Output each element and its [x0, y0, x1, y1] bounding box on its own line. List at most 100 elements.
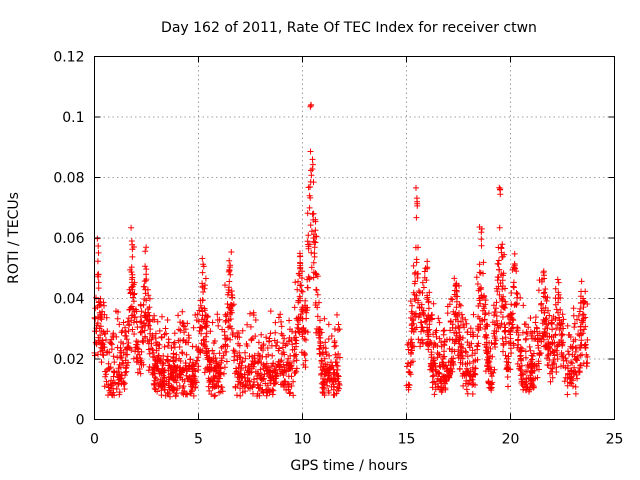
data-point: [320, 363, 327, 370]
data-point: [237, 380, 244, 387]
data-point: [408, 336, 415, 343]
data-point: [469, 364, 476, 371]
data-point: [533, 324, 540, 331]
data-point: [219, 388, 226, 395]
data-point: [200, 263, 207, 270]
data-point: [101, 302, 107, 309]
data-point: [517, 367, 524, 374]
data-point: [299, 304, 306, 311]
data-point: [527, 367, 534, 374]
y-tick-labels: 0 0.02 0.04 0.06 0.08 0.1 0.12: [53, 50, 84, 429]
data-point: [548, 334, 555, 341]
data-point: [490, 369, 497, 376]
data-point: [501, 251, 508, 258]
data-point: [415, 288, 422, 295]
data-point: [228, 249, 235, 255]
data-point: [553, 347, 560, 354]
data-point: [200, 289, 207, 295]
data-point: [254, 373, 261, 379]
data-point: [410, 262, 417, 269]
data-point: [542, 286, 549, 292]
data-point: [524, 330, 531, 337]
data-point: [470, 311, 477, 318]
data-point: [424, 258, 431, 265]
data-point: [142, 335, 149, 341]
data-point: [226, 266, 233, 273]
data-point: [436, 370, 443, 377]
data-point: [151, 312, 158, 319]
data-point: [535, 287, 542, 294]
data-point: [118, 339, 124, 346]
data-point: [580, 304, 587, 311]
data-point: [239, 327, 246, 334]
data-point: [279, 369, 286, 376]
data-point: [95, 249, 102, 256]
data-point: [456, 301, 463, 308]
data-point: [502, 334, 509, 341]
data-point: [167, 393, 173, 400]
data-point: [440, 328, 447, 334]
data-point: [541, 309, 548, 316]
data-point: [115, 381, 122, 388]
data-point: [97, 337, 103, 344]
data-point: [283, 368, 290, 375]
data-point: [111, 359, 118, 366]
data-point: [498, 309, 504, 316]
data-point: [482, 311, 488, 318]
data-point: [335, 327, 341, 334]
data-point: [527, 347, 534, 354]
data-point: [287, 365, 294, 372]
data-point: [139, 338, 146, 344]
data-point: [436, 351, 442, 358]
data-point: [142, 263, 149, 270]
data-point: [535, 342, 542, 349]
data-point: [201, 369, 208, 376]
data-point: [335, 387, 341, 394]
data-point: [317, 326, 324, 333]
data-point: [317, 317, 323, 324]
data-point: [526, 343, 533, 350]
data-point: [281, 335, 288, 342]
y-tick-label: 0: [76, 413, 85, 429]
data-point: [425, 336, 431, 343]
data-point: [117, 375, 124, 382]
data-point: [544, 355, 550, 362]
data-point: [456, 366, 463, 373]
data-point: [199, 269, 206, 276]
data-point: [453, 304, 460, 311]
data-point: [101, 383, 108, 390]
data-point: [228, 325, 235, 332]
data-point: [332, 342, 339, 349]
data-point: [545, 351, 552, 358]
data-point: [230, 301, 237, 308]
data-point: [165, 390, 172, 397]
data-point: [310, 179, 317, 186]
data-point: [307, 194, 314, 201]
data-point: [325, 336, 332, 342]
data-point: [124, 318, 131, 325]
data-point: [160, 383, 166, 390]
data-point: [478, 284, 485, 291]
data-point: [525, 324, 532, 331]
data-point: [320, 344, 327, 351]
data-point: [334, 363, 341, 369]
data-point: [532, 314, 539, 321]
data-point: [304, 276, 311, 283]
data-point: [448, 348, 455, 355]
data-point: [219, 384, 225, 391]
data-point: [145, 309, 152, 316]
data-point: [297, 295, 304, 302]
data-point: [550, 359, 557, 365]
data-point: [273, 363, 280, 370]
data-point: [332, 351, 339, 358]
data-point: [278, 323, 285, 330]
data-point: [137, 319, 144, 326]
data-point: [269, 386, 276, 393]
data-point: [488, 387, 495, 394]
data-point: [491, 312, 497, 319]
data-point: [463, 365, 470, 372]
data-point: [312, 218, 319, 225]
data-point: [553, 364, 560, 371]
data-point: [540, 316, 547, 323]
data-point: [130, 298, 137, 305]
